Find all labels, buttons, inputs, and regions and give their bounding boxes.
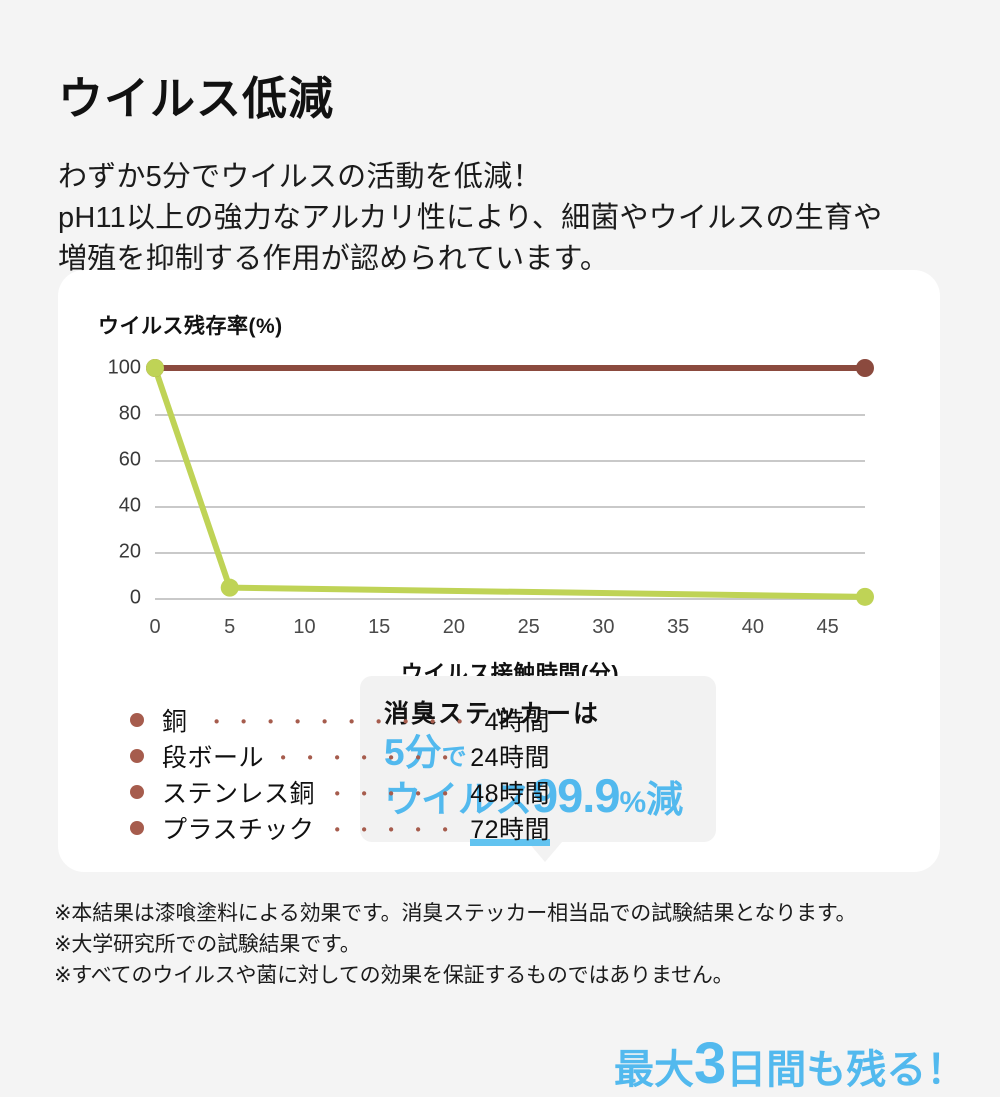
- infographic-page: ウイルス低減 わずか5分でウイルスの活動を低減！ pH11以上の強力なアルカリ性…: [54, 73, 966, 1096]
- series-markers-sticker: [146, 359, 874, 606]
- callout-bubble: 消臭ステッカーは 5分で ウイルス99.9%減: [360, 676, 716, 862]
- x-tick-0: 0: [149, 616, 161, 638]
- chart-card: ウイルス残存率(%) 0 20 40 60: [58, 270, 966, 1096]
- bullet-dot-icon: [130, 713, 144, 727]
- series-lines: [146, 359, 874, 606]
- bullet-dot-icon: [130, 821, 144, 835]
- data-point-marker: [856, 587, 874, 606]
- footnotes: ※本結果は漆喰塗料による効果です。消臭ステッカー相当品での試験結果となります。 …: [54, 898, 857, 991]
- x-tick-45: 45: [816, 616, 839, 638]
- callout-reduction-number: 99.9: [532, 768, 620, 822]
- callout-line-2: 5分で: [384, 734, 692, 772]
- legend-item-value: 48時間: [470, 780, 550, 808]
- footnote-item: ※本結果は漆喰塗料による効果です。消臭ステッカー相当品での試験結果となります。: [54, 902, 857, 925]
- legend-row: ステンレス銅 ・・・・・ 48時間: [130, 774, 550, 810]
- x-tick-25: 25: [517, 616, 540, 638]
- max-duration-number: 3: [694, 1031, 727, 1096]
- leader-dots: ・・・・・・・・・・・・: [196, 711, 477, 734]
- data-point-marker: [856, 359, 874, 377]
- x-tick-35: 35: [667, 616, 690, 638]
- page-title: ウイルス低減: [58, 73, 335, 125]
- legend-item-value: 72時間: [470, 810, 550, 846]
- footnote-item: ※すべてのウイルスや菌に対しての効果を保証するものではありません。: [54, 964, 734, 988]
- legend-row: 銅 ・・・・・・・・・・・・ 4時間: [130, 702, 550, 738]
- x-tick-15: 15: [368, 616, 391, 638]
- y-axis-label: ウイルス残存率(%): [98, 315, 283, 338]
- plot-area: 0 20 40 60 80 10: [108, 357, 874, 686]
- gridline-40: [155, 506, 865, 508]
- y-tick-60: 60: [118, 448, 141, 471]
- callout-virus-prefix: ウイルス: [384, 778, 532, 820]
- callout-line-3: ウイルス99.9%減: [384, 768, 692, 822]
- legend-row: 段ボール ・・・・・・・・ 24時間: [130, 738, 550, 774]
- max-duration-suffix: 日間も残る！: [726, 1048, 967, 1092]
- gridline-80: [155, 414, 865, 416]
- legend-item-label: 銅: [162, 708, 188, 736]
- callout-line-1: 消臭ステッカーは: [384, 700, 601, 728]
- y-tick-0: 0: [129, 586, 141, 609]
- y-tick-100: 100: [107, 356, 141, 379]
- x-tick-5: 5: [224, 616, 236, 638]
- callout-minutes-unit: 分: [404, 732, 442, 773]
- series-line-sticker: [152, 365, 868, 600]
- data-point-marker: [146, 359, 164, 377]
- legend-item-value: 4時間: [484, 708, 550, 736]
- footnote-item: ※大学研究所での試験結果です。: [54, 933, 361, 957]
- legend-item-label: 段ボール: [162, 744, 265, 772]
- surface-survival-legend: 銅 ・・・・・・・・・・・・ 4時間 段ボール ・・・・・・・・ 24時間 ステ…: [130, 702, 550, 846]
- y-tick-80: 80: [118, 402, 141, 425]
- leader-dots: ・・・・・: [327, 783, 463, 806]
- legend-row: プラスチック ・・・・・ 72時間: [130, 810, 550, 846]
- legend-item-label: プラスチック: [162, 816, 315, 844]
- description-text: わずか5分でウイルスの活動を低減！ pH11以上の強力なアルカリ性により、細菌や…: [58, 161, 883, 276]
- gridline-0: [155, 598, 865, 600]
- leader-dots: ・・・・・・・・: [272, 747, 463, 770]
- x-tick-20: 20: [442, 616, 466, 638]
- legend-item-label: ステンレス銅: [162, 780, 316, 808]
- y-tick-40: 40: [118, 494, 141, 517]
- max-duration-note: 最大3日間も残る！: [614, 1030, 966, 1097]
- gridline-20: [155, 552, 865, 554]
- x-tick-40: 40: [741, 616, 765, 638]
- x-tick-10: 10: [293, 616, 316, 638]
- callout-minutes-number: 5: [384, 732, 405, 773]
- x-tick-30: 30: [592, 616, 615, 638]
- callout-reduction-suffix: 減: [646, 778, 684, 820]
- legend-item-value: 24時間: [470, 744, 550, 772]
- gridline-60: [155, 460, 865, 462]
- bullet-dot-icon: [130, 785, 144, 799]
- callout-minutes-suffix: で: [441, 743, 467, 771]
- leader-dots: ・・・・・: [327, 819, 463, 842]
- max-duration-prefix: 最大: [614, 1048, 694, 1092]
- bullet-dot-icon: [130, 749, 144, 763]
- callout-percent-symbol: %: [619, 785, 647, 819]
- virus-survival-chart: ウイルス残存率(%) 0 20 40 60: [58, 270, 940, 690]
- data-point-marker: [220, 578, 239, 597]
- y-tick-20: 20: [118, 540, 141, 563]
